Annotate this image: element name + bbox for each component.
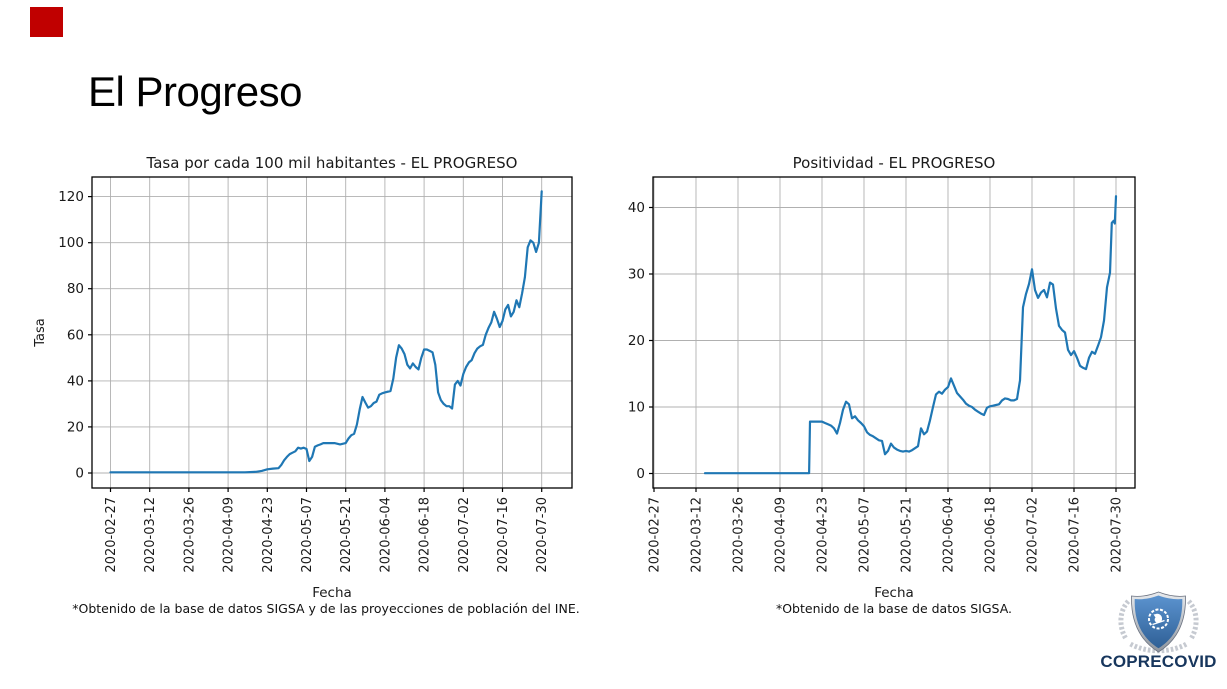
y-tick-label: 60 xyxy=(67,327,84,343)
y-tick-label: 80 xyxy=(67,281,84,297)
x-tick-label: 2020-05-07 xyxy=(300,497,315,573)
x-tick-label: 2020-06-18 xyxy=(418,497,433,573)
x-axis-label: Fecha xyxy=(874,585,914,601)
x-tick-label: 2020-02-27 xyxy=(648,497,663,573)
y-axis-label: Tasa xyxy=(33,318,48,348)
x-tick-label: 2020-03-26 xyxy=(732,497,747,573)
x-tick-label: 2020-05-21 xyxy=(339,497,354,573)
x-tick-label: 2020-07-02 xyxy=(1026,497,1041,573)
plot-frame xyxy=(91,176,573,489)
positividad-data-line xyxy=(703,195,1118,475)
y-tick-label: 0 xyxy=(636,466,645,482)
chart-title: Positividad - EL PROGRESO xyxy=(793,154,996,172)
x-tick-label: 2020-03-12 xyxy=(143,497,158,573)
tasa-chart-footnote: *Obtenido de la base de datos SIGSA y de… xyxy=(72,601,580,616)
y-tick-label: 100 xyxy=(58,235,84,251)
y-tick-label: 20 xyxy=(628,333,645,349)
tasa-data-line xyxy=(109,190,543,474)
x-tick-label: 2020-03-12 xyxy=(690,497,705,573)
quetzal-bird xyxy=(1153,613,1163,623)
x-tick-label: 2020-06-04 xyxy=(942,497,957,573)
y-tick-label: 20 xyxy=(67,419,84,435)
plot-frame xyxy=(652,176,1136,489)
x-axis-label: Fecha xyxy=(312,585,352,601)
chart-0: 2020-02-27 2020-03-12 2020-03-26 2020-04-09… xyxy=(33,154,573,601)
x-tick-label: 2020-04-09 xyxy=(774,497,789,573)
x-tick-label: 2020-06-04 xyxy=(378,497,393,573)
chart-1: 2020-02-27 2020-03-12 2020-03-26 2020-04-09… xyxy=(628,154,1136,601)
y-tick-label: 120 xyxy=(58,189,84,205)
y-tick-label: 40 xyxy=(628,200,645,216)
x-tick-label: 2020-06-18 xyxy=(984,497,999,573)
x-tick-label: 2020-04-09 xyxy=(222,497,237,573)
coprecovid-wordmark: COPRECOVID xyxy=(1100,652,1217,671)
x-tick-label: 2020-05-07 xyxy=(858,497,873,573)
x-tick-label: 2020-07-16 xyxy=(1068,497,1083,573)
emblem-scroll xyxy=(1152,619,1165,626)
laurel-left xyxy=(1118,599,1131,640)
x-tick-label: 2020-07-30 xyxy=(1110,497,1125,573)
x-tick-label: 2020-02-27 xyxy=(104,497,119,573)
x-tick-label: 2020-07-16 xyxy=(496,497,511,573)
laurel-right xyxy=(1186,599,1199,640)
y-tick-label: 30 xyxy=(628,267,645,283)
slide-accent-square xyxy=(30,7,63,37)
y-tick-label: 0 xyxy=(75,466,84,482)
emblem-wreath xyxy=(1148,608,1169,630)
x-tick-label: 2020-07-30 xyxy=(535,497,550,573)
positividad-chart-footnote: *Obtenido de la base de datos SIGSA. xyxy=(775,601,1013,616)
x-tick-label: 2020-04-23 xyxy=(261,497,276,573)
coprecovid-shield-icon xyxy=(1118,591,1199,654)
y-tick-label: 40 xyxy=(67,373,84,389)
slide-title: El Progreso xyxy=(88,68,302,115)
chart-title: Tasa por cada 100 mil habitantes - EL PR… xyxy=(146,154,518,172)
x-tick-label: 2020-03-26 xyxy=(182,497,197,573)
x-tick-label: 2020-04-23 xyxy=(816,497,831,573)
x-tick-label: 2020-07-02 xyxy=(457,497,472,573)
coprecovid-logo: COPRECOVID xyxy=(1090,588,1227,680)
y-tick-label: 10 xyxy=(628,400,645,416)
x-tick-label: 2020-05-21 xyxy=(900,497,915,573)
